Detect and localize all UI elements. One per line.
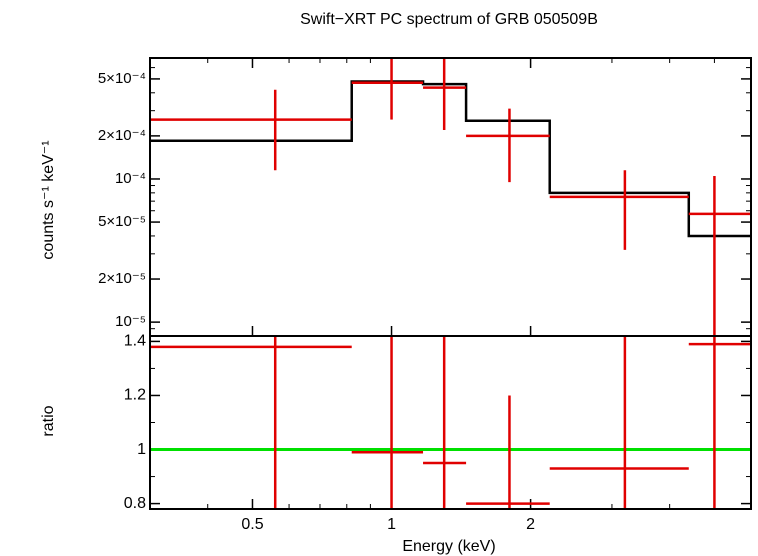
spectrum-y-tick-label: 5×10⁻⁵ xyxy=(98,213,146,230)
spectrum-data-point xyxy=(688,175,751,336)
ratio-data-point xyxy=(351,336,424,509)
x-tick-label: 0.5 xyxy=(241,516,263,533)
spectrum-y-tick-label: 10⁻⁴ xyxy=(115,170,146,187)
model-step-line xyxy=(150,80,751,238)
ratio-data-point xyxy=(423,336,467,509)
spectrum-data-point xyxy=(423,58,467,130)
ratio-data-point xyxy=(150,336,352,509)
spectrum-data-point xyxy=(466,108,550,183)
ratio-frame xyxy=(149,335,752,510)
spectrum-panel: 10⁻⁵ 2×10⁻⁵ 5×10⁻⁵ 10⁻⁴ 2×10⁻⁴ 5×10⁻⁴ xyxy=(98,57,752,337)
spectrum-y-tick-label: 2×10⁻⁵ xyxy=(98,270,146,287)
ratio-data-point xyxy=(466,395,550,509)
spectrum-y-tick-label: 10⁻⁵ xyxy=(115,313,146,330)
spectrum-data-point xyxy=(150,89,352,171)
chart-title: Swift−XRT PC spectrum of GRB 050509B xyxy=(300,11,598,28)
spectrum-data-point xyxy=(351,58,424,120)
spectrum-y-tick-label: 5×10⁻⁴ xyxy=(98,70,146,87)
ratio-y-tick-label: 1.2 xyxy=(124,387,146,404)
spectrum-y-tick-label: 2×10⁻⁴ xyxy=(98,127,146,144)
ratio-y-axis-label: ratio xyxy=(40,405,57,436)
x-tick-label: 1 xyxy=(387,516,396,533)
x-axis-label: Energy (keV) xyxy=(402,538,495,555)
ratio-y-tick-label: 1.4 xyxy=(124,333,146,350)
ratio-panel: 0.8 1 1.2 1.4 0.5 1 2 xyxy=(124,333,752,533)
ratio-y-tick-label: 0.8 xyxy=(124,495,146,512)
spectrum-y-axis-label: counts s⁻¹ keV⁻¹ xyxy=(40,140,57,259)
ratio-data-point xyxy=(549,336,689,509)
spectrum-data-point xyxy=(549,170,689,250)
ratio-data-point xyxy=(688,336,751,509)
ratio-y-tick-label: 1 xyxy=(137,441,146,458)
x-tick-label: 2 xyxy=(526,516,535,533)
